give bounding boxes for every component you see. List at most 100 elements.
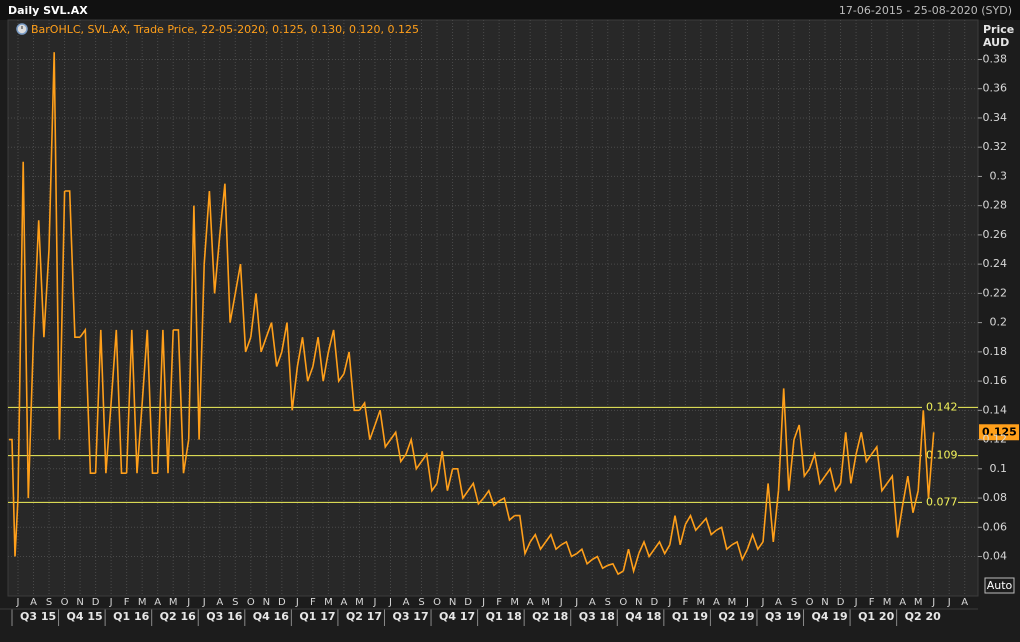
ohlc-bar: [638, 539, 655, 559]
month-tick-label: J: [109, 597, 113, 608]
y-tick-label: 0.28: [983, 199, 1008, 212]
month-tick-label: A: [154, 597, 161, 608]
month-tick-label: N: [76, 597, 83, 608]
y-tick-label: 0.36: [983, 82, 1008, 95]
y-tick-label: 0.2: [990, 316, 1008, 329]
ohlc-bar: [762, 483, 780, 542]
ohlc-bar: [669, 515, 687, 545]
month-tick-label: J: [667, 597, 671, 608]
month-tick-label: S: [46, 597, 52, 608]
level-label-bg: [922, 400, 958, 415]
month-tick-label: J: [186, 597, 190, 608]
month-tick-label: O: [806, 597, 814, 608]
y-tick-label: 0.06: [983, 520, 1008, 533]
y-tick-label: 0.22: [983, 286, 1008, 299]
month-tick-label: M: [169, 597, 178, 608]
ohlc-bar: [9, 438, 19, 557]
ohlc-bar: [203, 190, 221, 294]
month-tick-label: M: [883, 597, 892, 608]
month-tick-label: F: [310, 597, 316, 608]
quarter-tick-label: Q4 17: [439, 610, 475, 623]
month-tick-label: O: [619, 597, 627, 608]
ohlc-bar: [405, 436, 423, 471]
quarter-tick-label: Q3 18: [579, 610, 615, 623]
quarter-tick-label: Q1 19: [672, 610, 708, 623]
quarter-tick-label: Q4 18: [625, 610, 661, 623]
month-tick-label: A: [403, 597, 410, 608]
quarter-tick-label: Q2 18: [532, 610, 568, 623]
plot-area: [7, 19, 979, 597]
quarter-tick-label: Q3 19: [765, 610, 801, 623]
ohlc-bar: [327, 329, 345, 384]
ohlc-bar: [622, 549, 640, 575]
ohlc-bar: [576, 547, 593, 566]
month-tick-label: D: [278, 597, 286, 608]
quarter-tick-label: Q1 16: [113, 610, 149, 623]
quarter-tick-label: Q3 17: [392, 610, 428, 623]
month-tick-label: A: [775, 597, 782, 608]
legend: BarOHLC, SVL.AX, Trade Price, 22-05-2020…: [31, 23, 419, 36]
month-tick-label: J: [559, 597, 563, 608]
ohlc-bar: [17, 161, 35, 499]
month-tick-label: A: [340, 597, 347, 608]
month-tick-label: S: [232, 597, 238, 608]
ohlc-bar: [808, 451, 826, 486]
quarter-tick-label: Q1 20: [858, 610, 894, 623]
month-tick-label: M: [697, 597, 706, 608]
month-tick-label: M: [510, 597, 519, 608]
y-tick-label: 0.34: [983, 111, 1008, 124]
quarter-tick-label: Q4 16: [253, 610, 289, 623]
ohlc-bar: [839, 432, 857, 484]
chart-title: Daily SVL.AX: [8, 4, 88, 17]
month-tick-label: N: [635, 597, 642, 608]
y-tick-label: 0.04: [983, 550, 1008, 563]
price-bars: 0.125: [9, 52, 1019, 576]
ohlc-bar: [917, 410, 935, 499]
ohlc-bar: [467, 481, 485, 506]
month-tick-label: J: [481, 597, 485, 608]
date-range: 17-06-2015 - 25-08-2020 (SYD): [839, 4, 1012, 17]
ohlc-bar: [731, 540, 749, 562]
y-tick-label: 0.16: [983, 374, 1008, 387]
level-label: 0.142: [926, 400, 958, 413]
ohlc-bar: [498, 496, 516, 522]
month-tick-label: F: [869, 597, 875, 608]
ohlc-bar: [187, 205, 205, 440]
month-tick-label: O: [61, 597, 69, 608]
ohlc-bar: [312, 337, 330, 382]
auto-button-label[interactable]: Auto: [987, 579, 1013, 592]
month-tick-label: S: [791, 597, 797, 608]
level-label-bg: [922, 495, 958, 510]
level-label: 0.109: [926, 449, 958, 462]
ohlc-bar: [777, 388, 795, 491]
y-tick-label: 0.32: [983, 140, 1008, 153]
month-tick-label: S: [418, 597, 424, 608]
y-tick-label: 0.12: [983, 433, 1008, 446]
ohlc-bar: [389, 430, 407, 464]
quarter-tick-label: Q2 20: [905, 610, 941, 623]
ohlc-bar: [824, 466, 842, 493]
ohlc-bar: [141, 329, 158, 474]
ohlc-bar: [343, 351, 360, 412]
month-tick-label: A: [713, 597, 720, 608]
month-tick-label: A: [899, 597, 906, 608]
ohlc-bar: [591, 555, 609, 570]
month-tick-label: J: [947, 597, 951, 608]
y-tick-label: 0.14: [983, 403, 1008, 416]
quarter-tick-label: Q3 16: [206, 610, 242, 623]
month-tick-label: J: [574, 597, 578, 608]
ohlc-bar: [94, 329, 112, 474]
quarter-tick-label: Q2 16: [160, 610, 196, 623]
auto-button[interactable]: [984, 577, 1015, 594]
last-price-box: [979, 424, 1019, 441]
month-tick-label: J: [745, 597, 749, 608]
quarter-tick-label: Q2 17: [346, 610, 382, 623]
ohlc-bar: [560, 540, 578, 558]
month-tick-label: N: [263, 597, 270, 608]
month-tick-label: M: [355, 597, 364, 608]
ohlc-bar: [281, 322, 299, 411]
month-tick-label: D: [464, 597, 472, 608]
level-label: 0.077: [926, 495, 958, 508]
y-tick-label: 0.24: [983, 257, 1008, 270]
ohlc-bar: [64, 190, 81, 338]
